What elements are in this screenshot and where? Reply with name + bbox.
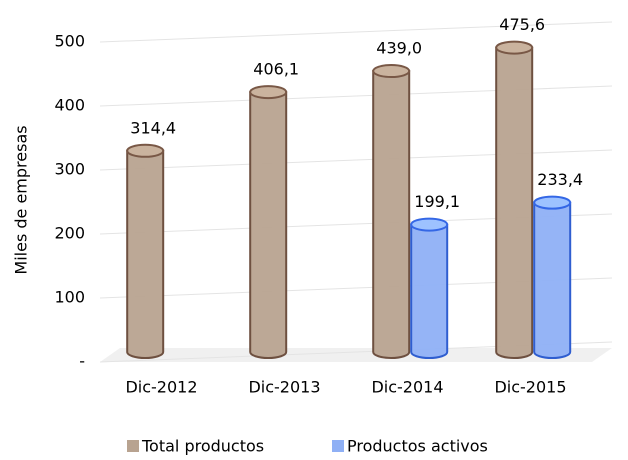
x-tick-label: Dic-2015: [494, 378, 566, 397]
value-label: 475,6: [499, 15, 545, 34]
legend-label: Productos activos: [347, 437, 488, 456]
cylinder: [249, 85, 288, 359]
y-tick-label: 400: [54, 96, 85, 115]
cylinder: [495, 40, 534, 359]
x-tick-label: Dic-2012: [125, 378, 197, 397]
value-label: 314,4: [130, 118, 176, 137]
value-label: 199,1: [414, 192, 460, 211]
cylinder-body: [126, 149, 165, 359]
floor: [100, 348, 612, 362]
value-label: 233,4: [537, 170, 583, 189]
cylinder-top: [495, 40, 534, 55]
value-label: 439,0: [376, 39, 422, 58]
cylinder-top: [372, 64, 411, 79]
legend-swatch: [127, 440, 139, 452]
cylinder: [533, 195, 572, 359]
grid-line: [99, 85, 613, 107]
y-tick-label: 500: [54, 32, 85, 51]
cylinder: [410, 217, 449, 359]
y-tick-label: -: [79, 352, 85, 371]
cylinder-body: [249, 91, 288, 359]
cylinder-top: [249, 85, 288, 100]
cylinder-body: [533, 201, 572, 359]
cylinder-top: [126, 143, 165, 158]
grid-line: [99, 149, 613, 171]
cylinder-top: [410, 217, 449, 232]
grid-line: [99, 21, 613, 43]
legend-swatch: [332, 440, 344, 452]
y-tick-label: 200: [54, 224, 85, 243]
y-axis-title: Miles de empresas: [12, 125, 31, 274]
cylinder-body: [495, 46, 534, 359]
x-tick-label: Dic-2014: [371, 378, 443, 397]
x-tick-label: Dic-2013: [248, 378, 320, 397]
cylinder-body: [372, 70, 411, 359]
y-tick-label: 300: [54, 160, 85, 179]
cylinder-body: [410, 223, 449, 359]
cylinder: [372, 64, 411, 359]
cylinder: [126, 143, 165, 359]
value-label: 406,1: [253, 60, 299, 79]
cylinder-top: [533, 195, 572, 210]
legend-label: Total productos: [141, 437, 264, 456]
y-tick-label: 100: [54, 288, 85, 307]
